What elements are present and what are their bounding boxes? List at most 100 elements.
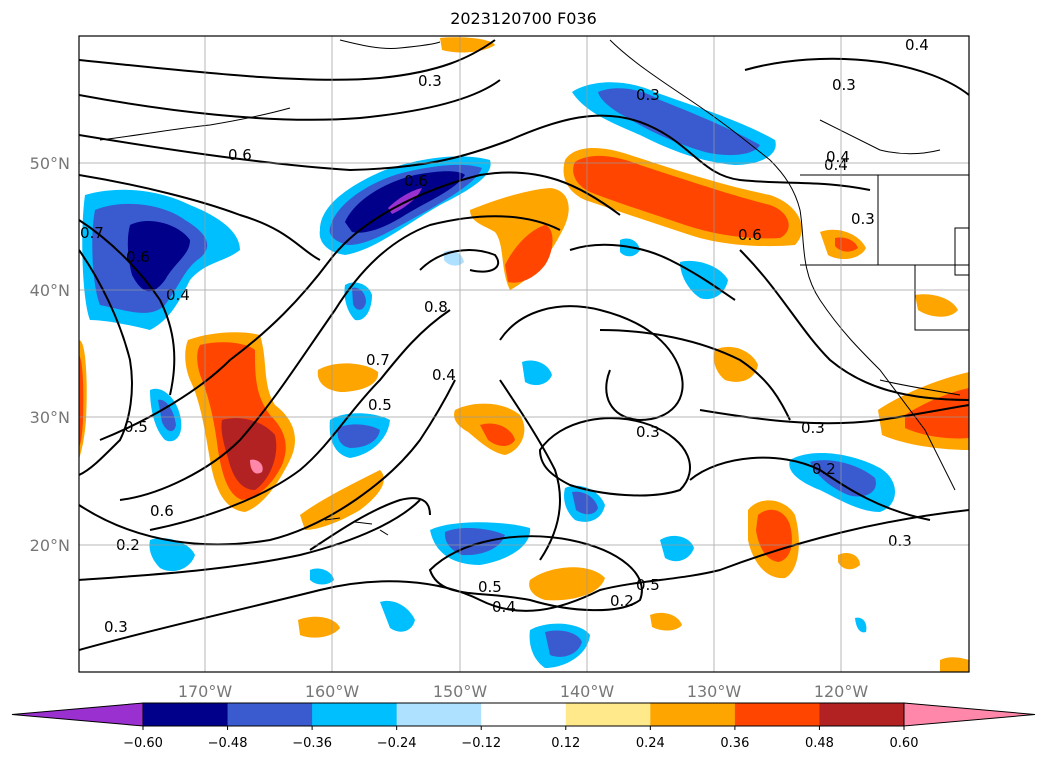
contour-line <box>79 249 133 476</box>
contour-label: 0.3 <box>636 86 660 104</box>
anomaly-region <box>838 553 860 570</box>
contour-line <box>419 249 500 273</box>
anomaly-region <box>915 294 958 317</box>
colorbar-segment <box>650 703 736 726</box>
contour-labels: 0.3 0.6 0.6 0.3 0.4 0.7 0.6 0.4 0.8 0.4 … <box>80 36 929 636</box>
contour-label: 0.2 <box>812 460 836 478</box>
colorbar-tick-label: −0.24 <box>377 736 417 751</box>
anomaly-region <box>444 250 464 266</box>
colorbar-tick-label: −0.12 <box>461 736 501 751</box>
contour-line <box>689 456 931 521</box>
contour-line <box>739 249 969 401</box>
anomaly-region <box>470 188 569 290</box>
anomaly-region <box>250 459 263 474</box>
contour-line <box>79 499 421 581</box>
anomaly-region <box>79 355 84 448</box>
contour-label: 0.3 <box>832 76 856 94</box>
colorbar-tick-label: −0.36 <box>292 736 332 751</box>
anomaly-region <box>660 535 694 562</box>
contour-line <box>538 417 691 497</box>
anomaly-region <box>713 346 758 382</box>
contour-label: 0.5 <box>478 578 502 596</box>
anomaly-region <box>480 423 515 446</box>
contour-line <box>79 509 969 651</box>
lon-label: 160°W <box>305 682 360 701</box>
contour-line <box>499 305 684 422</box>
contour-line <box>79 39 496 81</box>
colorbar-tick-label: −0.60 <box>123 736 163 751</box>
anomaly-region <box>380 600 415 632</box>
contour-label: 0.4 <box>432 366 456 384</box>
contour-line <box>79 379 456 546</box>
contour-line <box>79 174 321 261</box>
lat-label: 40°N <box>30 281 70 300</box>
contour-line <box>499 379 561 561</box>
contour-label: 0.4 <box>824 156 848 174</box>
colorbar: −0.60 −0.48 −0.36 −0.24 −0.12 0.12 0.24 0.36 0.4… <box>11 702 1036 751</box>
contour-line <box>79 79 501 121</box>
anomaly-region <box>505 225 553 283</box>
contour-label: 0.6 <box>738 226 762 244</box>
contour-line <box>599 329 791 421</box>
border-us-mexico <box>879 379 961 396</box>
coastline-north-america <box>609 39 956 491</box>
anomaly-region <box>149 538 195 572</box>
anomaly-region <box>522 360 552 386</box>
contour-line <box>149 309 451 531</box>
anomaly-region <box>127 220 190 292</box>
contour-line <box>309 497 431 551</box>
colorbar-segment <box>565 703 651 726</box>
contour-lines <box>79 39 969 651</box>
anomaly-region <box>940 657 969 672</box>
colorbar-tick-label: 0.12 <box>551 736 580 751</box>
colorbar-segment <box>819 703 905 726</box>
contour-line <box>119 215 561 501</box>
contour-label: 0.3 <box>636 423 660 441</box>
colorbar-segment <box>481 703 567 726</box>
lon-label: 140°W <box>560 682 615 701</box>
contour-label: 0.6 <box>126 248 150 266</box>
lon-label: 150°W <box>433 682 488 701</box>
contour-label: 0.4 <box>905 36 929 54</box>
anomaly-region <box>317 363 379 392</box>
gridlines <box>79 36 969 672</box>
contour-label: 0.3 <box>888 532 912 550</box>
contour-label: 0.4 <box>166 286 190 304</box>
lon-label: 120°W <box>814 682 869 701</box>
anomaly-region <box>573 155 789 239</box>
colorbar-extend-low <box>11 702 144 727</box>
contour-label: 0.5 <box>636 576 660 594</box>
contour-label: 0.2 <box>610 592 634 610</box>
colorbar-segment <box>227 703 313 726</box>
anomaly-region <box>158 399 176 432</box>
anomaly-region <box>298 616 340 638</box>
colorbar-outline <box>142 702 905 727</box>
colorbar-segment <box>312 703 398 726</box>
anomaly-region <box>352 287 366 310</box>
contour-label: 0.7 <box>366 351 390 369</box>
contour-line <box>99 171 621 441</box>
contour-label: 0.3 <box>801 419 825 437</box>
contour-label: 0.8 <box>424 298 448 316</box>
anomaly-region <box>855 617 867 633</box>
contour-label: 0.3 <box>104 618 128 636</box>
contour-line <box>79 219 176 396</box>
colorbar-tick-label: −0.48 <box>208 736 248 751</box>
anomaly-region <box>529 567 605 601</box>
coastline-aleutians <box>99 107 291 141</box>
border-canada <box>819 119 941 155</box>
anomaly-region <box>310 568 334 585</box>
lon-label: 130°W <box>687 682 742 701</box>
contour-line <box>569 243 736 301</box>
lat-label: 50°N <box>30 154 70 173</box>
anomaly-region <box>545 630 582 657</box>
anomaly-region <box>300 470 384 530</box>
border-lines <box>800 174 969 331</box>
contour-label: 0.5 <box>124 418 148 436</box>
contour-line <box>428 535 643 612</box>
contour-label: 0.3 <box>418 72 442 90</box>
contour-label: 0.7 <box>80 224 104 242</box>
anomaly-region <box>650 612 682 631</box>
coastline-alaska <box>339 39 441 49</box>
colorbar-tick-label: 0.60 <box>890 736 919 751</box>
